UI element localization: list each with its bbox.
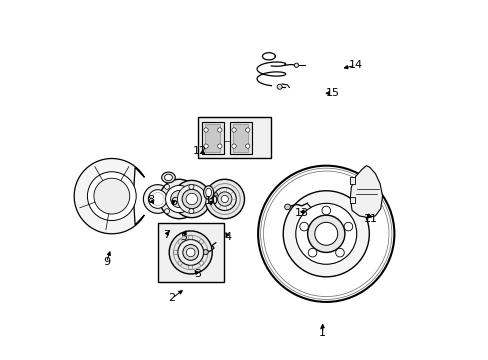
Circle shape <box>217 192 231 206</box>
Text: 9: 9 <box>102 257 110 267</box>
Text: 10: 10 <box>204 196 218 206</box>
Bar <box>233 125 248 152</box>
Circle shape <box>148 190 167 208</box>
Circle shape <box>203 128 208 132</box>
Circle shape <box>164 184 169 189</box>
Circle shape <box>294 63 298 67</box>
Circle shape <box>344 222 352 231</box>
Circle shape <box>335 248 344 257</box>
Circle shape <box>307 248 316 257</box>
Circle shape <box>217 144 222 148</box>
Circle shape <box>94 178 129 214</box>
Text: 4: 4 <box>224 232 231 242</box>
Text: 1: 1 <box>319 328 325 338</box>
Circle shape <box>203 144 208 148</box>
Circle shape <box>164 209 169 214</box>
Ellipse shape <box>162 172 175 183</box>
Circle shape <box>307 215 344 252</box>
Circle shape <box>295 203 356 264</box>
Circle shape <box>258 166 394 302</box>
Circle shape <box>245 128 249 132</box>
Circle shape <box>213 188 236 211</box>
Circle shape <box>173 180 210 218</box>
Circle shape <box>170 190 187 208</box>
Bar <box>202 122 223 154</box>
Circle shape <box>188 209 194 214</box>
Circle shape <box>178 239 203 265</box>
Circle shape <box>217 128 222 132</box>
Circle shape <box>277 84 282 89</box>
Text: 13: 13 <box>294 208 308 218</box>
Text: 3: 3 <box>194 269 201 279</box>
Bar <box>158 223 224 282</box>
Circle shape <box>169 231 212 274</box>
Circle shape <box>177 185 206 213</box>
Circle shape <box>182 189 201 209</box>
Text: 15: 15 <box>325 88 339 98</box>
Ellipse shape <box>203 186 213 199</box>
Bar <box>349 197 354 203</box>
Bar <box>198 117 271 158</box>
Circle shape <box>188 184 194 189</box>
Bar <box>205 125 220 152</box>
Circle shape <box>159 179 199 219</box>
Text: 12: 12 <box>192 145 206 156</box>
Circle shape <box>203 249 208 255</box>
Circle shape <box>214 193 217 196</box>
Bar <box>230 122 251 154</box>
Circle shape <box>186 248 195 257</box>
Text: 8: 8 <box>147 195 155 205</box>
Circle shape <box>87 172 136 221</box>
Text: 14: 14 <box>348 60 362 70</box>
Circle shape <box>299 222 308 231</box>
Circle shape <box>314 222 337 245</box>
Text: 2: 2 <box>168 293 175 303</box>
Circle shape <box>165 185 192 213</box>
Circle shape <box>321 206 330 215</box>
Circle shape <box>221 195 228 203</box>
Ellipse shape <box>205 188 211 197</box>
Circle shape <box>231 128 236 132</box>
Ellipse shape <box>164 174 172 181</box>
Circle shape <box>283 191 368 277</box>
Text: 5: 5 <box>180 232 186 242</box>
Circle shape <box>245 144 249 148</box>
Text: 11: 11 <box>363 215 377 224</box>
Bar <box>349 177 354 184</box>
Text: 7: 7 <box>163 230 170 239</box>
Circle shape <box>183 244 198 260</box>
Circle shape <box>284 204 290 210</box>
Circle shape <box>185 193 197 205</box>
Circle shape <box>204 179 244 219</box>
Circle shape <box>231 144 236 148</box>
Text: 6: 6 <box>170 197 177 207</box>
Polygon shape <box>74 158 144 234</box>
Polygon shape <box>349 166 382 218</box>
Circle shape <box>143 185 172 213</box>
